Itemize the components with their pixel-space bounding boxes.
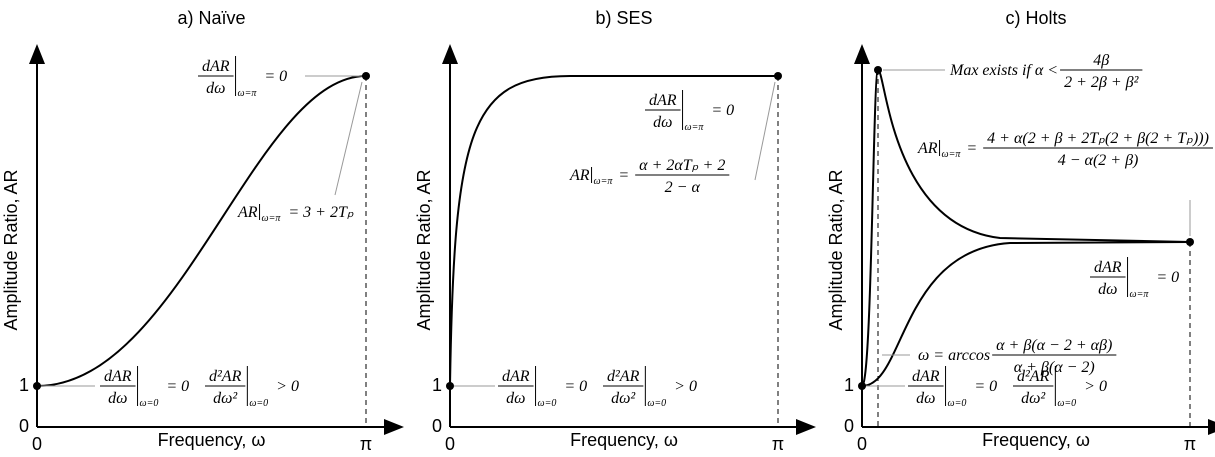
panel-title: b) SES [595, 8, 652, 28]
numerator: dAR [202, 58, 230, 75]
numerator: dAR [649, 92, 677, 109]
panel-title: c) Holts [1005, 8, 1066, 28]
subscript: ω=0 [1057, 398, 1076, 409]
subscript: ω=0 [647, 398, 666, 409]
numerator: dAR [104, 368, 132, 385]
denominator: dω [108, 390, 127, 407]
y-axis-label: Amplitude Ratio, AR [414, 169, 434, 330]
numerator: dAR [502, 368, 530, 385]
annotation-text: = 0 [564, 378, 587, 395]
annotation-text: = 0 [974, 378, 997, 395]
curve [449, 75, 778, 387]
numerator: dAR [1094, 259, 1122, 276]
y-axis-label: Amplitude Ratio, AR [1, 169, 21, 330]
annotation-text: AR [569, 167, 590, 184]
annotation-text: AR [917, 140, 938, 157]
numerator: d²AR [607, 368, 640, 385]
y-tick-label: 0 [19, 416, 29, 436]
denominator: α + β(α − 2) [1014, 359, 1095, 376]
denominator: dω [916, 390, 935, 407]
annotation-text: = [966, 140, 977, 157]
subscript: ω=π [685, 122, 705, 133]
numerator: dAR [912, 368, 940, 385]
y-axis-label: Amplitude Ratio, AR [826, 169, 846, 330]
y-tick-label: 0 [844, 416, 854, 436]
numerator: d²AR [1017, 368, 1050, 385]
denominator: dω² [213, 390, 238, 407]
denominator: dω² [1021, 390, 1046, 407]
numerator: α + β(α − 2 + αβ) [996, 337, 1112, 354]
point [1186, 238, 1194, 246]
denominator: 2 + 2β + β² [1064, 74, 1140, 91]
x-tick-label: 0 [445, 434, 455, 454]
x-tick-label: π [1184, 434, 1196, 454]
denominator: 2 − α [665, 179, 701, 196]
subscript: ω=π [594, 176, 614, 187]
subscript: ω=π [1130, 289, 1150, 300]
subscript: ω=0 [140, 398, 159, 409]
numerator: α + 2αTₚ + 2 [639, 157, 725, 174]
y-tick-label: 1 [19, 375, 29, 395]
leader [754, 81, 776, 181]
leader [334, 81, 363, 196]
curve [36, 75, 367, 387]
annotation-text: = 0 [1156, 269, 1179, 286]
numerator: d²AR [209, 368, 242, 385]
subscript: ω=0 [538, 398, 557, 409]
annotation-text: > 0 [1084, 378, 1107, 395]
annotation-text: > 0 [276, 378, 299, 395]
annotation-text: = [618, 167, 629, 184]
panel-title: a) Naïve [177, 8, 245, 28]
y-tick-label: 1 [432, 375, 442, 395]
x-axis-label: Frequency, ω [570, 430, 678, 450]
y-tick-label: 1 [844, 375, 854, 395]
annotation-text: = 3 + 2Tₚ [288, 204, 353, 221]
subscript: ω=π [262, 213, 282, 224]
denominator: dω [1098, 281, 1117, 298]
denominator: dω² [611, 390, 636, 407]
annotation-text: Max exists if α < [949, 62, 1058, 79]
x-tick-label: π [360, 434, 372, 454]
x-tick-label: 0 [857, 434, 867, 454]
denominator: dω [653, 114, 672, 131]
subscript: ω=0 [249, 398, 268, 409]
annotation-text: = 0 [166, 378, 189, 395]
x-tick-label: π [772, 434, 784, 454]
subscript: ω=π [942, 149, 962, 160]
x-tick-label: 0 [32, 434, 42, 454]
denominator: dω [206, 80, 225, 97]
annotation-text: ω = arccos [918, 347, 990, 364]
point [774, 72, 782, 80]
numerator: 4 + α(2 + β + 2Tₚ(2 + β(2 + Tₚ))) [987, 130, 1209, 147]
annotation-text: = 0 [711, 102, 734, 119]
point [362, 72, 370, 80]
numerator: 4β [1093, 52, 1109, 69]
subscript: ω=π [238, 88, 258, 99]
subscript: ω=0 [948, 398, 967, 409]
annotation-text: = 0 [264, 68, 287, 85]
annotation-text: AR [237, 204, 258, 221]
denominator: 4 − α(2 + β) [1058, 152, 1139, 169]
denominator: dω [506, 390, 525, 407]
point [874, 66, 882, 74]
y-tick-label: 0 [432, 416, 442, 436]
x-axis-label: Frequency, ω [982, 430, 1090, 450]
x-axis-label: Frequency, ω [158, 430, 266, 450]
annotation-text: > 0 [674, 378, 697, 395]
